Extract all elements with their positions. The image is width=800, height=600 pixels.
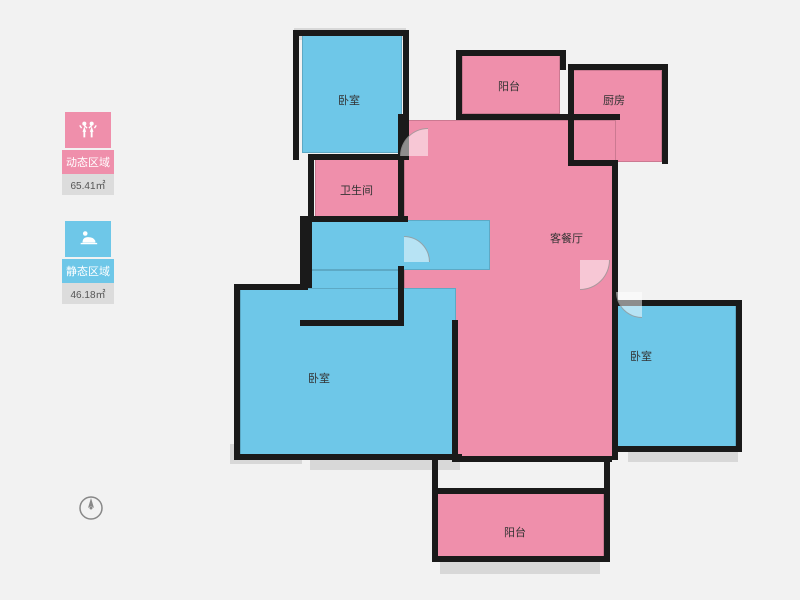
wall-segment <box>612 446 742 452</box>
wall-segment <box>398 114 404 220</box>
wall-segment <box>736 300 742 452</box>
legend-dynamic-value: 65.41㎡ <box>62 174 114 195</box>
wall-segment <box>432 456 438 562</box>
wall-segment <box>560 50 566 70</box>
wall-segment <box>568 160 616 166</box>
wall-segment <box>308 154 408 160</box>
room-label-bedroom-left: 卧室 <box>308 370 330 386</box>
wall-segment <box>662 64 668 164</box>
wall-segment <box>432 556 610 562</box>
wall-segment <box>300 320 404 326</box>
room-label-bath-top: 卫生间 <box>340 182 373 198</box>
legend-dynamic-label: 动态区域 <box>62 150 114 174</box>
wall-segment <box>452 320 458 460</box>
legend-static: 静态区域 46.18㎡ <box>62 221 114 304</box>
room-label-balcony-bottom: 阳台 <box>504 524 526 540</box>
wall-segment <box>234 454 462 460</box>
legend-static-label: 静态区域 <box>62 259 114 283</box>
wall-segment <box>456 114 620 120</box>
wall-segment <box>432 488 610 494</box>
window-shadow <box>440 560 600 574</box>
room-label-bedroom-right: 卧室 <box>630 348 652 364</box>
compass-icon <box>78 495 104 521</box>
room-bedroom-right <box>616 304 736 450</box>
wall-segment <box>604 456 610 562</box>
room-label-balcony-top: 阳台 <box>498 78 520 94</box>
legend-static-value: 46.18㎡ <box>62 283 114 304</box>
dynamic-icon <box>65 112 111 148</box>
wall-segment <box>452 456 612 462</box>
floorplan: 卧室阳台厨房卫生间客餐厅卫生间卧室卧室阳台 <box>240 20 750 580</box>
wall-segment <box>308 216 408 222</box>
legend-dynamic: 动态区域 65.41㎡ <box>62 112 114 195</box>
room-hallway <box>308 220 490 270</box>
wall-segment <box>568 64 668 70</box>
wall-segment <box>234 284 240 460</box>
static-icon <box>65 221 111 257</box>
room-label-kitchen: 厨房 <box>603 92 625 108</box>
wall-segment <box>612 160 618 306</box>
room-label-living-main: 客餐厅 <box>550 230 583 246</box>
room-bedroom-left <box>240 288 456 458</box>
wall-segment <box>308 154 314 222</box>
legend: 动态区域 65.41㎡ 静态区域 46.18㎡ <box>62 112 114 330</box>
room-label-bedroom-top: 卧室 <box>338 92 360 108</box>
wall-segment <box>293 30 299 160</box>
wall-segment <box>612 300 618 460</box>
wall-segment <box>300 216 312 288</box>
wall-segment <box>456 50 566 56</box>
wall-segment <box>293 30 409 36</box>
wall-segment <box>234 284 308 290</box>
wall-segment <box>456 50 462 118</box>
wall-segment <box>398 266 404 326</box>
